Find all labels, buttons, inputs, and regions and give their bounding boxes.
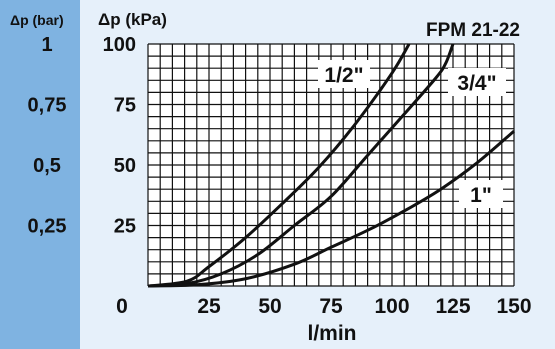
tick-labels: 0 25 50 75 100 125 150 25 50 75 100 0,25 0,5 0,75 1 — [28, 34, 532, 318]
y-axis-label-bar: Δp (bar) — [10, 12, 64, 28]
x-axis-label: l/min — [307, 322, 356, 345]
series-line-three-quarter-inch — [147, 43, 455, 288]
y-tick-label-kpa: 25 — [114, 216, 136, 238]
x-tick-label: 125 — [435, 295, 470, 318]
x-tick-label: 150 — [496, 295, 531, 318]
series-label-box — [459, 180, 503, 208]
x-tick-label: 0 — [116, 295, 128, 318]
series-label-three-quarter-inch: 3/4" — [457, 72, 496, 95]
y-tick-label-kpa: 50 — [114, 155, 136, 177]
series-line-half-inch — [147, 43, 411, 288]
y-tick-label-kpa: 100 — [103, 34, 136, 56]
chart-title: FPM 21-22 — [426, 20, 520, 41]
series-label-one-inch: 1" — [470, 184, 492, 207]
curves — [147, 43, 515, 288]
series-label-box — [318, 60, 370, 88]
y-tick-label-bar: 1 — [41, 34, 52, 56]
bar-scale-panel — [0, 0, 80, 349]
series-line-one-inch — [147, 129, 515, 288]
series-label-half-inch: 1/2" — [324, 64, 363, 87]
y-tick-label-kpa: 75 — [114, 95, 136, 117]
y-tick-label-bar: 0,75 — [28, 95, 67, 117]
x-tick-label: 50 — [258, 295, 281, 318]
x-tick-label: 75 — [319, 295, 343, 318]
x-tick-label: 100 — [374, 295, 409, 318]
y-tick-label-bar: 0,5 — [33, 155, 61, 177]
y-axis-label-kpa: Δp (kPa) — [98, 10, 167, 29]
y-tick-label-bar: 0,25 — [28, 216, 67, 238]
series-labels: 1/2" 3/4" 1" — [318, 60, 506, 208]
series-label-box — [448, 68, 506, 96]
x-tick-label: 25 — [197, 295, 221, 318]
